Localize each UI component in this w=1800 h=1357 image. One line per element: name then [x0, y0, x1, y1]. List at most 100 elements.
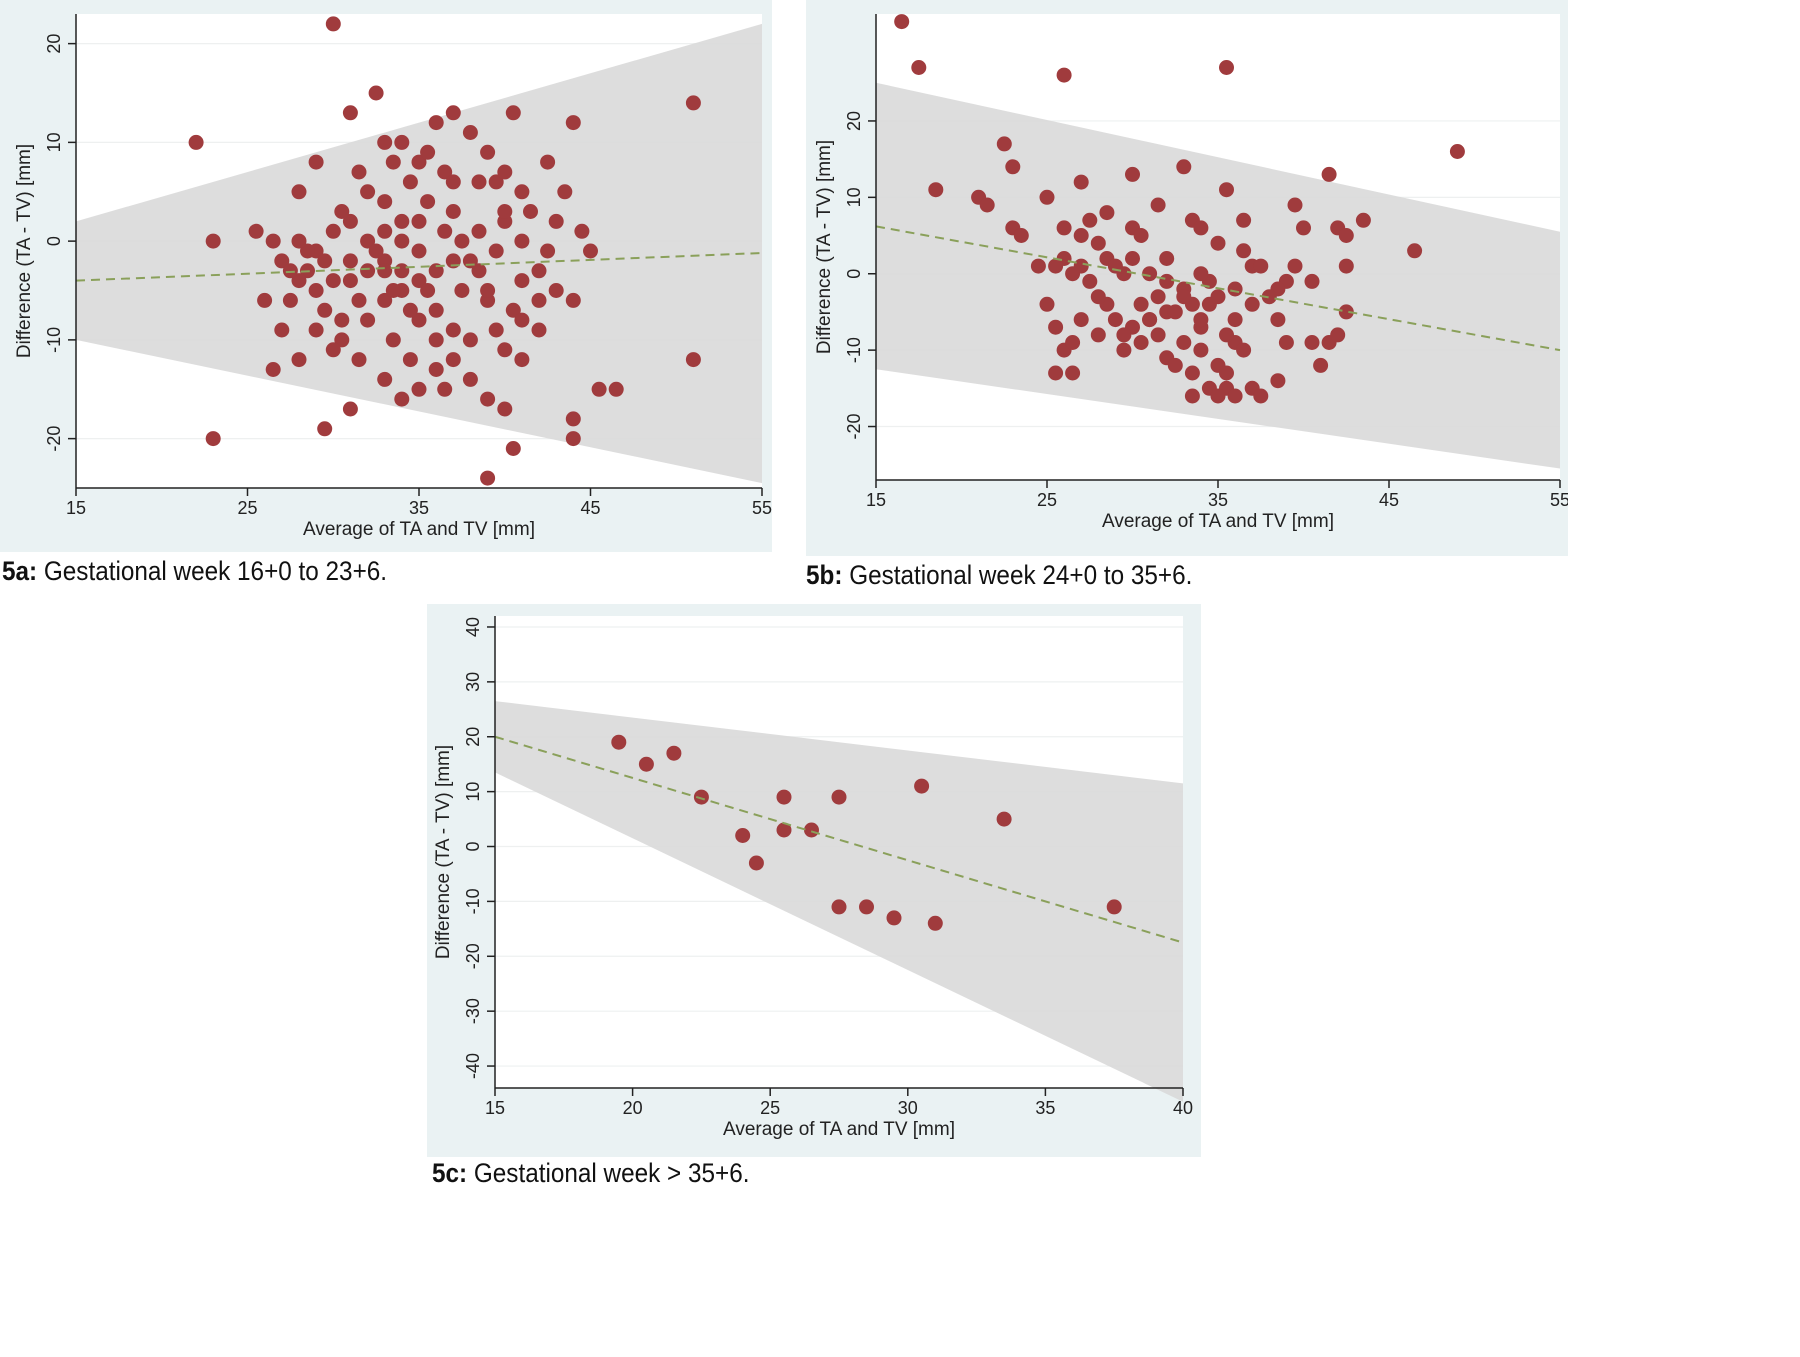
chart-5a-point-74 — [403, 174, 418, 189]
chart-5a-point-1 — [369, 86, 384, 101]
chart-5c-y-axis-label: Difference (TA - TV) [mm] — [433, 745, 454, 959]
chart-5b-point-45 — [1245, 297, 1260, 312]
chart-5a-point-69 — [489, 244, 504, 259]
chart-5b-point-32 — [1253, 259, 1268, 274]
chart-5b-y-tick-label-0: -20 — [844, 414, 864, 440]
chart-5b-point-89 — [1253, 389, 1268, 404]
chart-5a-svg: 15 25 35 45 55-20-1001020Average of TA and T… — [0, 0, 772, 552]
chart-5b-x-tick-label-2: 35 — [1208, 490, 1228, 510]
chart-5b-point-73 — [1142, 312, 1157, 327]
chart-5a-point-15 — [317, 421, 332, 436]
chart-5c-y-tick-label-5: 10 — [463, 782, 483, 802]
chart-5a-point-42 — [574, 224, 589, 239]
chart-5a-point-81 — [283, 293, 298, 308]
chart-5b-point-11 — [928, 182, 943, 197]
chart-5b-point-92 — [1305, 335, 1320, 350]
chart-5a-point-8 — [566, 115, 581, 130]
chart-5a-point-119 — [540, 244, 555, 259]
chart-5a-point-96 — [532, 323, 547, 338]
chart-5b-x-tick-label-1: 25 — [1037, 490, 1057, 510]
chart-5a-point-90 — [429, 303, 444, 318]
chart-5a-point-110 — [292, 234, 307, 249]
chart-5b-point-39 — [1339, 259, 1354, 274]
chart-5a-point-28 — [377, 135, 392, 150]
chart-5a-point-43 — [583, 244, 598, 259]
chart-5b-point-23 — [1151, 198, 1166, 213]
chart-5a-point-104 — [343, 273, 358, 288]
chart-5b-point-18 — [1082, 213, 1097, 228]
chart-panel-5c: 15 20 25 30 35 40 -40 -30 -20 -10 0 10 20 30 40 Average… — [427, 604, 1201, 1157]
chart-5c-svg: 15 20 25 30 35 40-40-30-20-10010203040Average… — [427, 604, 1201, 1157]
chart-5b-x-tick-label-0: 15 — [866, 490, 886, 510]
chart-5a-point-88 — [386, 332, 401, 347]
chart-5b-point-57 — [1082, 274, 1097, 289]
chart-5b-point-29 — [1236, 213, 1251, 228]
chart-5b-point-27 — [1211, 236, 1226, 251]
chart-5b-x-tick-label-3: 45 — [1379, 490, 1399, 510]
chart-5c-point-13 — [914, 779, 929, 794]
chart-5a-point-101 — [394, 234, 409, 249]
chart-5a-point-49 — [412, 382, 427, 397]
chart-5c-point-0 — [611, 735, 626, 750]
chart-5a-point-2 — [343, 105, 358, 120]
chart-5a-point-117 — [497, 165, 512, 180]
chart-5b-x-axis-label: Average of TA and TV [mm] — [1102, 511, 1334, 532]
chart-5a-y-tick-label-1: -10 — [44, 327, 64, 353]
chart-5a-point-52 — [352, 352, 367, 367]
chart-5a-x-tick-label-3: 45 — [580, 498, 600, 518]
chart-5a-point-124 — [377, 263, 392, 278]
chart-5b-point-28 — [1219, 182, 1234, 197]
chart-5b-point-79 — [1193, 343, 1208, 358]
chart-5b-point-106 — [1176, 289, 1191, 304]
chart-5a-point-41 — [566, 293, 581, 308]
caption-5c: 5c: Gestational week > 35+6. — [432, 1158, 749, 1189]
chart-5c-x-tick-label-2: 25 — [760, 1098, 780, 1118]
chart-5b-point-34 — [1296, 220, 1311, 235]
chart-5a-point-105 — [317, 253, 332, 268]
chart-5b-point-83 — [1219, 366, 1234, 381]
chart-5b-point-74 — [1151, 327, 1166, 342]
chart-5b-point-59 — [1065, 266, 1080, 281]
chart-5b-point-103 — [1125, 251, 1140, 266]
chart-5c-point-1 — [639, 757, 654, 772]
chart-5a-point-97 — [497, 342, 512, 357]
chart-5a-y-tick-label-4: 20 — [44, 34, 64, 54]
chart-5a-y-tick-label-2: 0 — [44, 236, 64, 246]
chart-5b-point-61 — [1048, 259, 1063, 274]
chart-5a-point-127 — [369, 244, 384, 259]
chart-5c-point-9 — [832, 790, 847, 805]
chart-5b-point-101 — [1134, 297, 1149, 312]
chart-5a-point-86 — [309, 283, 324, 298]
chart-5b-point-104 — [1142, 266, 1157, 281]
chart-5a-point-54 — [317, 303, 332, 318]
chart-5b-point-14 — [1040, 190, 1055, 205]
chart-5a-point-7 — [686, 352, 701, 367]
chart-5a-point-135 — [532, 293, 547, 308]
chart-5b-point-3 — [1219, 60, 1234, 75]
chart-5a-point-5 — [206, 431, 221, 446]
chart-5a-point-10 — [566, 431, 581, 446]
chart-panel-5b: 15 25 35 45 55 -20 -10 0 10 20 Average of TA and T… — [806, 0, 1568, 556]
chart-5b-point-63 — [1040, 297, 1055, 312]
chart-5a-point-59 — [394, 214, 409, 229]
chart-5b-point-53 — [1116, 327, 1131, 342]
chart-5b-point-68 — [1065, 366, 1080, 381]
chart-5a-point-71 — [472, 224, 487, 239]
chart-5a-point-133 — [480, 283, 495, 298]
chart-5b-point-76 — [1168, 358, 1183, 373]
chart-5b-y-tick-label-1: -10 — [844, 337, 864, 363]
chart-5a-point-70 — [497, 204, 512, 219]
chart-5c-point-14 — [928, 916, 943, 931]
chart-5b-point-13 — [980, 198, 995, 213]
chart-5a-point-78 — [326, 224, 341, 239]
chart-5a-point-11 — [609, 382, 624, 397]
chart-5b-point-90 — [1270, 373, 1285, 388]
chart-5a-x-tick-label-0: 15 — [66, 498, 86, 518]
chart-5b-svg: 15 25 35 45 55 -20 -10 0 10 20 Average of TA and T… — [806, 0, 1568, 556]
chart-5a-point-27 — [446, 105, 461, 120]
chart-5a-point-85 — [352, 293, 367, 308]
chart-5a-point-35 — [514, 184, 529, 199]
chart-5b-point-93 — [1313, 358, 1328, 373]
chart-5a-point-99 — [437, 224, 452, 239]
chart-5c-point-6 — [777, 790, 792, 805]
